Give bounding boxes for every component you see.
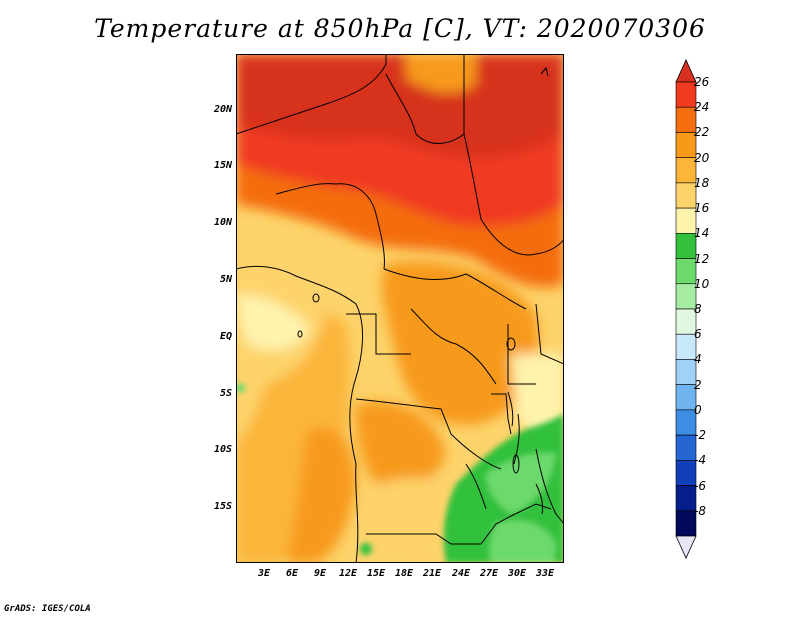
colorbar-label: 26	[694, 75, 710, 89]
colorbar-swatch	[675, 207, 697, 234]
lat-label-20n: 20N	[213, 104, 232, 115]
colorbar-swatch	[675, 460, 697, 486]
colorbar-label: 6	[694, 327, 702, 342]
colorbar-label: 8	[694, 302, 702, 316]
colorbar-swatch	[675, 233, 697, 259]
lon-label-30e: 30E	[507, 568, 527, 579]
colorbar-swatch	[675, 182, 697, 209]
colorbar-swatch	[675, 510, 697, 537]
lat-label-15s: 15S	[213, 501, 232, 512]
colorbar-label: 24	[694, 100, 710, 115]
zone-14-patch	[236, 294, 311, 351]
colorbar-label: 18	[694, 175, 710, 190]
river-feature	[540, 66, 549, 77]
lat-label-10n: 10N	[213, 217, 232, 228]
temperature-map	[236, 54, 564, 563]
colorbar-swatch	[675, 359, 697, 385]
colorbar-label: 0	[694, 402, 702, 417]
colorbar-label: -4	[694, 453, 706, 468]
colorbar-swatch	[675, 308, 697, 335]
colorbar-swatch	[675, 384, 697, 411]
colorbar-top-triangle	[675, 59, 697, 83]
colorbar-label: -6	[694, 478, 706, 493]
colorbar-label: 20	[694, 150, 710, 165]
lon-label-24e: 24E	[451, 568, 471, 579]
grads-credit: GrADS: IGES/COLA	[4, 604, 91, 614]
lat-label-5n: 5N	[219, 274, 232, 285]
zone-20-interior	[381, 261, 539, 425]
lon-label-33e: 33E	[535, 568, 555, 579]
zone-14-se	[511, 354, 564, 439]
lon-label-18e: 18E	[394, 568, 414, 579]
zone-20-sc	[355, 401, 446, 488]
lat-label-15n: 15N	[213, 160, 232, 171]
colorbar-label: 12	[694, 251, 710, 266]
country-borders	[236, 54, 564, 563]
lon-label-12e: 12E	[338, 568, 358, 579]
colorbar-label: 2	[694, 377, 702, 392]
colorbar-swatch	[675, 132, 697, 158]
zone-10-se	[486, 452, 556, 514]
colorbar-label: 22	[694, 125, 710, 140]
zone-20-ne	[406, 54, 476, 94]
band-26	[236, 54, 564, 158]
lake-outlines	[297, 293, 544, 515]
colorbar-label: 10	[694, 276, 710, 291]
colorbar-swatch	[675, 258, 697, 285]
colorbar-label: 14	[694, 226, 710, 241]
colorbar-swatch	[675, 409, 697, 436]
colorbar-label: -2	[694, 428, 706, 443]
colorbar-swatch	[675, 157, 697, 184]
colorbar-swatch	[675, 434, 697, 461]
colorbar-label: -8	[694, 503, 706, 518]
lon-label-9e: 9E	[313, 568, 327, 579]
colorbar-swatch	[675, 333, 697, 360]
lon-label-15e: 15E	[366, 568, 386, 579]
colorbar-label: 16	[694, 201, 710, 216]
lon-label-27e: 27E	[479, 568, 499, 579]
colorbar-label: 4	[694, 352, 702, 367]
colorbar-swatch	[675, 283, 697, 310]
lon-label-21e: 21E	[422, 568, 442, 579]
lon-label-6e: 6E	[285, 568, 299, 579]
colorbar	[675, 59, 697, 559]
colorbar-swatch	[675, 485, 697, 512]
lat-label-eq: EQ	[219, 331, 232, 342]
zone-10-se2	[489, 520, 556, 563]
zone-12-spot	[360, 543, 372, 555]
colorbar-swatch	[675, 106, 697, 133]
colorbar-bottom-triangle	[675, 535, 697, 559]
zone-12-west	[236, 383, 245, 393]
lat-label-10s: 10S	[213, 444, 232, 455]
zone-20-sw	[286, 427, 356, 563]
colorbar-swatch	[675, 81, 697, 108]
lon-label-3e: 3E	[257, 568, 271, 579]
map-title: Temperature at 850hPa [C], VT: 202007030…	[94, 14, 706, 43]
lat-label-5s: 5S	[219, 388, 232, 399]
